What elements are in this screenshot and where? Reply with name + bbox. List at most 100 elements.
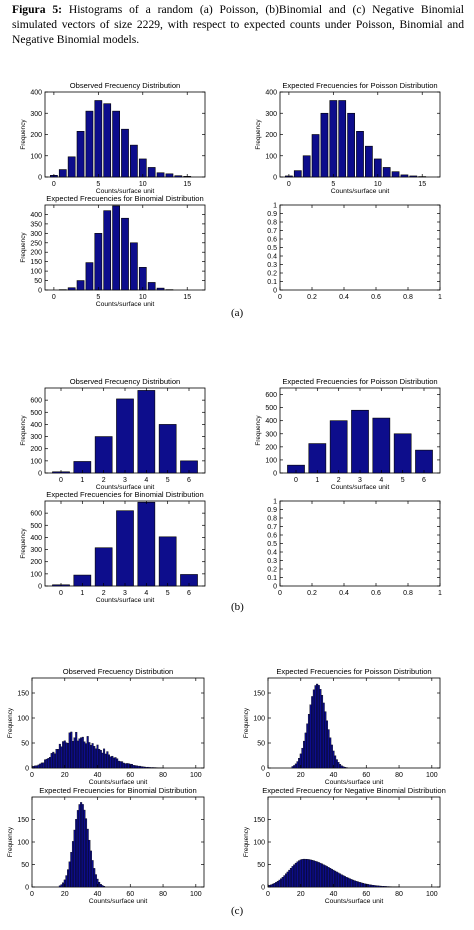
bar (67, 156, 76, 178)
bar (371, 884, 374, 888)
x-tick-label: 60 (362, 772, 370, 779)
bar (342, 766, 345, 769)
bar (158, 424, 177, 474)
x-tick-label: 6 (187, 477, 191, 484)
bar (101, 885, 104, 888)
bar (322, 864, 325, 888)
bar (355, 881, 358, 888)
y-tick-label: 500 (30, 523, 42, 530)
x-tick-label: 60 (126, 772, 134, 779)
bar (94, 233, 103, 291)
chart-title: Expected Frecuencies for Poisson Distrib… (282, 377, 437, 386)
bar (112, 205, 120, 291)
y-tick-label: 0.9 (267, 507, 277, 514)
x-tick-label: 0.8 (403, 294, 413, 301)
bar (68, 732, 71, 769)
bar (58, 743, 61, 769)
y-tick-label: 0 (273, 288, 277, 295)
bar (156, 172, 165, 178)
bar (119, 761, 122, 769)
bar (304, 858, 307, 888)
y-tick-label: 0.4 (267, 550, 277, 557)
bar (293, 170, 302, 178)
bar (63, 740, 66, 769)
bar (80, 802, 83, 888)
bar (135, 765, 138, 769)
bar (83, 741, 86, 769)
bar (137, 390, 156, 474)
y-tick-label: 0 (38, 288, 42, 295)
x-tick-label: 10 (139, 294, 147, 301)
bar (52, 751, 55, 769)
y-tick-label: 150 (17, 817, 29, 824)
y-tick-label: 50 (257, 741, 265, 748)
y-tick-label: 0.4 (267, 254, 277, 261)
y-tick-label: 0 (25, 766, 29, 773)
bar (39, 763, 42, 769)
bar (286, 871, 289, 888)
y-tick-label: 100 (265, 153, 277, 160)
chart-title: Observed Frecuency Distribution (70, 377, 181, 386)
x-tick-label: 2 (102, 590, 106, 597)
y-tick-label: 0.5 (267, 245, 277, 252)
bar (409, 175, 418, 178)
bar (94, 547, 113, 587)
y-tick-label: 300 (30, 231, 42, 238)
chart-a3: Expected Frecuencies for Binomial Distri… (20, 194, 206, 308)
bar (375, 885, 378, 888)
y-tick-label: 400 (265, 90, 277, 97)
bar (329, 737, 332, 769)
x-tick-label: 80 (395, 891, 403, 898)
x-tick-label: 4 (144, 590, 148, 597)
caption-label: Figura 5: (12, 3, 62, 16)
bar (112, 110, 120, 178)
x-tick-label: 0.4 (339, 294, 349, 301)
panel-label-a: (a) (231, 307, 244, 319)
bar (373, 885, 376, 888)
y-tick-label: 50 (21, 862, 29, 869)
y-tick-label: 0.7 (267, 524, 277, 531)
plot-area (31, 796, 205, 888)
bar (307, 859, 310, 888)
y-tick-label: 600 (30, 511, 42, 518)
y-tick-label: 200 (30, 446, 42, 453)
x-tick-label: 6 (187, 590, 191, 597)
bar (53, 753, 56, 769)
bar (139, 765, 142, 769)
bar (103, 103, 112, 178)
bar (330, 868, 333, 888)
x-tick-label: 80 (159, 891, 167, 898)
bar (126, 763, 129, 769)
bar (75, 819, 78, 888)
x-tick-label: 80 (159, 772, 167, 779)
x-tick-label: 6 (422, 477, 426, 484)
y-tick-label: 0.6 (267, 533, 277, 540)
x-tick-label: 1 (438, 294, 442, 301)
bar (47, 758, 50, 769)
bar (383, 886, 386, 888)
y-tick-label: 0 (261, 766, 265, 773)
chart-b4: 0 0.2 0.4 0.6 0.8 100.10.20.30.40.50.60.70.80… (267, 499, 442, 598)
bar (114, 757, 117, 769)
bar (86, 828, 89, 888)
bar (285, 873, 288, 888)
y-tick-label: 300 (265, 431, 277, 438)
bar (322, 702, 325, 769)
bar (270, 884, 273, 888)
x-tick-label: 0.4 (339, 590, 349, 597)
bar (317, 685, 320, 769)
bar (67, 742, 70, 769)
x-axis-label: Counts/surface unit (325, 779, 384, 786)
y-axis-label: Frequency (243, 707, 250, 738)
y-tick-label: 1 (273, 203, 277, 210)
caption-text: Histograms of a random (a) Poisson, (b)B… (12, 3, 464, 46)
x-tick-label: 0 (59, 590, 63, 597)
y-tick-label: 400 (30, 535, 42, 542)
y-tick-label: 300 (30, 111, 42, 118)
y-tick-label: 0.2 (267, 271, 277, 278)
bar (58, 885, 61, 888)
bar (329, 420, 348, 474)
x-tick-label: 0 (278, 294, 282, 301)
bar (49, 757, 52, 769)
bar (94, 100, 103, 178)
